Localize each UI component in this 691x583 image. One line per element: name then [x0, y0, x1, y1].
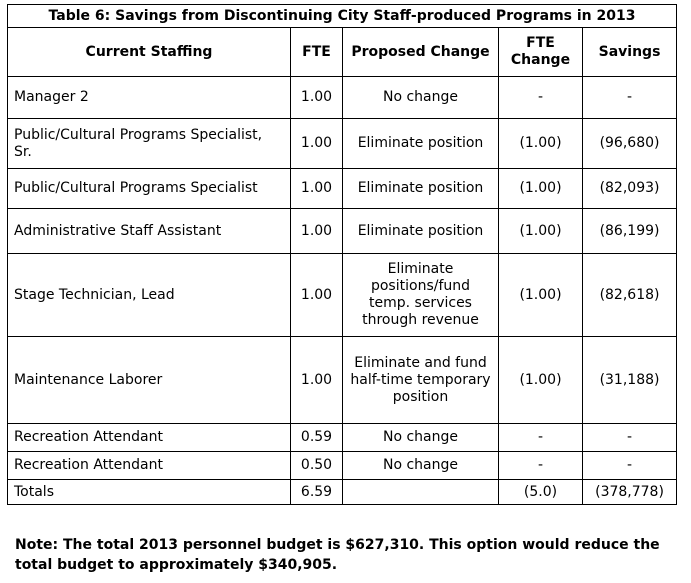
table-row: Manager 2 1.00 No change - - [7, 76, 678, 119]
cell-staffing: Maintenance Laborer [7, 336, 291, 424]
cell-staffing: Administrative Staff Assistant [7, 208, 291, 254]
cell-fte: 0.50 [290, 451, 343, 480]
table-row: Recreation Attendant 0.59 No change - - [7, 423, 678, 452]
document: Table 6: Savings from Discontinuing City… [6, 4, 678, 505]
cell-savings: (31,188) [581, 336, 678, 424]
header-current-staffing: Current Staffing [7, 27, 291, 77]
cell-fte: 0.59 [290, 423, 343, 452]
cell-savings: (82,093) [581, 168, 678, 209]
cell-staffing: Public/Cultural Programs Specialist, Sr. [7, 118, 291, 169]
cell-fte-change: (1.00) [498, 253, 583, 337]
cell-proposed-change [342, 479, 499, 505]
cell-proposed-change: Eliminate position [342, 208, 499, 254]
table-row: Public/Cultural Programs Specialist, Sr.… [7, 118, 678, 169]
cell-proposed-change: Eliminate positions/fund temp. services … [342, 253, 499, 337]
cell-savings: - [581, 423, 678, 452]
cell-savings: (96,680) [581, 118, 678, 169]
table-title: Table 6: Savings from Discontinuing City… [6, 4, 678, 28]
budget-note: Note: The total 2013 personnel budget is… [15, 537, 660, 573]
cell-fte: 6.59 [290, 479, 343, 505]
cell-savings: (82,618) [581, 253, 678, 337]
cell-fte: 1.00 [290, 253, 343, 337]
table-row: Maintenance Laborer 1.00 Eliminate and f… [7, 336, 678, 424]
cell-staffing: Recreation Attendant [7, 451, 291, 480]
cell-staffing: Stage Technician, Lead [7, 253, 291, 337]
table-row: Recreation Attendant 0.50 No change - - [7, 451, 678, 480]
cell-proposed-change: No change [342, 451, 499, 480]
cell-fte: 1.00 [290, 336, 343, 424]
header-savings: Savings [581, 27, 678, 77]
header-row: Current Staffing FTE Proposed Change FTE… [7, 27, 678, 77]
savings-table: Table 6: Savings from Discontinuing City… [6, 4, 678, 505]
cell-fte-change: - [498, 451, 583, 480]
header-proposed-change: Proposed Change [342, 27, 499, 77]
totals-row: Totals 6.59 (5.0) (378,778) [7, 479, 678, 505]
table-row: Public/Cultural Programs Specialist 1.00… [7, 168, 678, 209]
cell-fte-change: - [498, 76, 583, 119]
table-row: Administrative Staff Assistant 1.00 Elim… [7, 208, 678, 254]
cell-staffing: Totals [7, 479, 291, 505]
header-fte-change: FTE Change [498, 27, 583, 77]
cell-fte: 1.00 [290, 118, 343, 169]
cell-staffing: Recreation Attendant [7, 423, 291, 452]
cell-fte: 1.00 [290, 168, 343, 209]
cell-fte-change: (1.00) [498, 168, 583, 209]
cell-staffing: Manager 2 [7, 76, 291, 119]
cell-fte-change: (1.00) [498, 336, 583, 424]
cell-proposed-change: Eliminate and fund half-time temporary p… [342, 336, 499, 424]
table-row: Stage Technician, Lead 1.00 Eliminate po… [7, 253, 678, 337]
cell-staffing: Public/Cultural Programs Specialist [7, 168, 291, 209]
cell-fte-change: (5.0) [498, 479, 583, 505]
cell-fte-change: (1.00) [498, 118, 583, 169]
cell-fte: 1.00 [290, 76, 343, 119]
cell-proposed-change: Eliminate position [342, 168, 499, 209]
cell-fte-change: (1.00) [498, 208, 583, 254]
cell-fte-change: - [498, 423, 583, 452]
header-fte: FTE [290, 27, 343, 77]
cell-proposed-change: No change [342, 76, 499, 119]
cell-proposed-change: Eliminate position [342, 118, 499, 169]
cell-proposed-change: No change [342, 423, 499, 452]
cell-savings: (86,199) [581, 208, 678, 254]
cell-savings: - [581, 76, 678, 119]
cell-savings: - [581, 451, 678, 480]
cell-savings: (378,778) [581, 479, 678, 505]
cell-fte: 1.00 [290, 208, 343, 254]
